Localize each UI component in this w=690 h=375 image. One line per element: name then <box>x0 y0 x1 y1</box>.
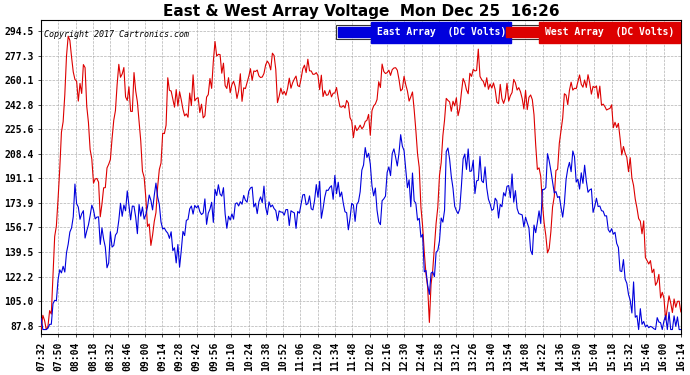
Legend: East Array  (DC Volts), West Array  (DC Volts): East Array (DC Volts), West Array (DC Vo… <box>336 25 676 39</box>
Title: East & West Array Voltage  Mon Dec 25  16:26: East & West Array Voltage Mon Dec 25 16:… <box>163 4 560 19</box>
Text: Copyright 2017 Cartronics.com: Copyright 2017 Cartronics.com <box>44 30 189 39</box>
